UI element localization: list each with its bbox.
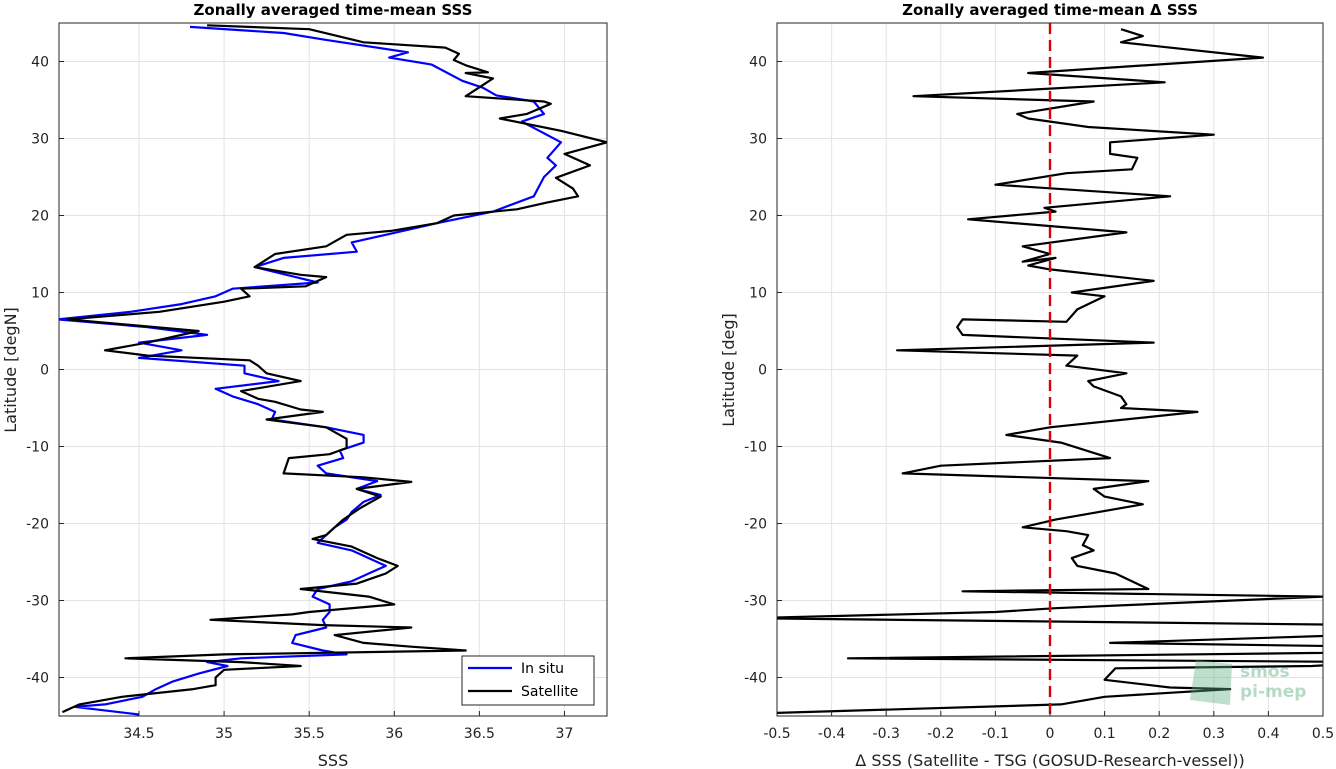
y-tick-label: 0 (758, 363, 767, 379)
x-tick-label: 36 (385, 726, 403, 742)
y-axis-label: Latitude [deg] (719, 313, 738, 427)
x-tick-label: -0.5 (763, 726, 790, 742)
series-line-delta-sss (777, 28, 1323, 714)
y-tick-label: 0 (40, 363, 49, 379)
y-tick-label: -10 (26, 440, 49, 456)
logo-text-line1: smos (1240, 662, 1290, 682)
chart-title: Zonally averaged time-mean SSS (194, 1, 473, 19)
x-axis-label: SSS (318, 751, 348, 769)
legend: In situ Satellite (461, 655, 595, 706)
y-tick-label: 20 (749, 209, 767, 225)
smos-pi-mep-logo: smos pi-mep (1190, 660, 1306, 705)
y-tick-label: 20 (31, 209, 49, 225)
y-tick-label: 30 (749, 132, 767, 148)
x-tick-label: 0.1 (1093, 726, 1115, 742)
legend-entry-satellite: Satellite (521, 684, 578, 700)
x-tick-label: -0.1 (982, 726, 1009, 742)
panel-delta-sss: Zonally averaged time-mean Δ SSS smos pi… (719, 1, 1334, 769)
x-tick-label: 37 (556, 726, 574, 742)
y-tick-label: 40 (31, 55, 49, 71)
grid (59, 23, 607, 716)
y-tick-label: 10 (749, 286, 767, 302)
y-tick-label: 10 (31, 286, 49, 302)
x-tick-label: 0.3 (1203, 726, 1225, 742)
y-tick-label: -20 (744, 517, 767, 533)
series-group (59, 24, 607, 716)
y-tick-label: -40 (26, 671, 49, 687)
y-axis: 40 30 20 10 0 -10 -20 -30 -40 (744, 55, 782, 687)
logo-map-shape (1190, 660, 1232, 705)
y-tick-label: -20 (26, 517, 49, 533)
y-axis: 40 30 20 10 0 -10 -20 -30 -40 (26, 55, 64, 687)
y-tick-label: -10 (744, 440, 767, 456)
series-line-satellite (61, 24, 607, 714)
legend-entry-in-situ: In situ (521, 661, 564, 677)
x-tick-label: 35.5 (294, 726, 325, 742)
legend-box (461, 655, 595, 706)
panel-sss: Zonally averaged time-mean SSS 34.5 35 35.… (1, 1, 608, 769)
y-tick-label: -40 (744, 671, 767, 687)
x-tick-label: 0.2 (1148, 726, 1170, 742)
x-tick-label: 0.5 (1312, 726, 1334, 742)
x-tick-label: 0 (1046, 726, 1055, 742)
x-tick-label: -0.2 (927, 726, 954, 742)
y-axis-label: Latitude [degN] (1, 307, 20, 433)
y-tick-label: 30 (31, 132, 49, 148)
x-axis-label: Δ SSS (Satellite - TSG (GOSUD-Research-v… (855, 751, 1244, 769)
x-tick-label: 0.4 (1257, 726, 1279, 742)
y-tick-label: -30 (26, 594, 49, 610)
x-tick-label: -0.4 (818, 726, 845, 742)
x-tick-label: -0.3 (873, 726, 900, 742)
y-tick-label: -30 (744, 594, 767, 610)
x-axis: -0.5 -0.4 -0.3 -0.2 -0.1 0 0.1 0.2 0.3 0.4 0.5 (763, 711, 1334, 742)
x-tick-label: 35 (215, 726, 233, 742)
y-tick-label: 40 (749, 55, 767, 71)
logo-text-line2: pi-mep (1240, 682, 1306, 702)
x-tick-label: 34.5 (123, 726, 154, 742)
x-axis: 34.5 35 35.5 36 36.5 37 (123, 711, 573, 742)
series-group (777, 28, 1323, 714)
chart-title: Zonally averaged time-mean Δ SSS (902, 1, 1198, 19)
x-tick-label: 36.5 (464, 726, 495, 742)
